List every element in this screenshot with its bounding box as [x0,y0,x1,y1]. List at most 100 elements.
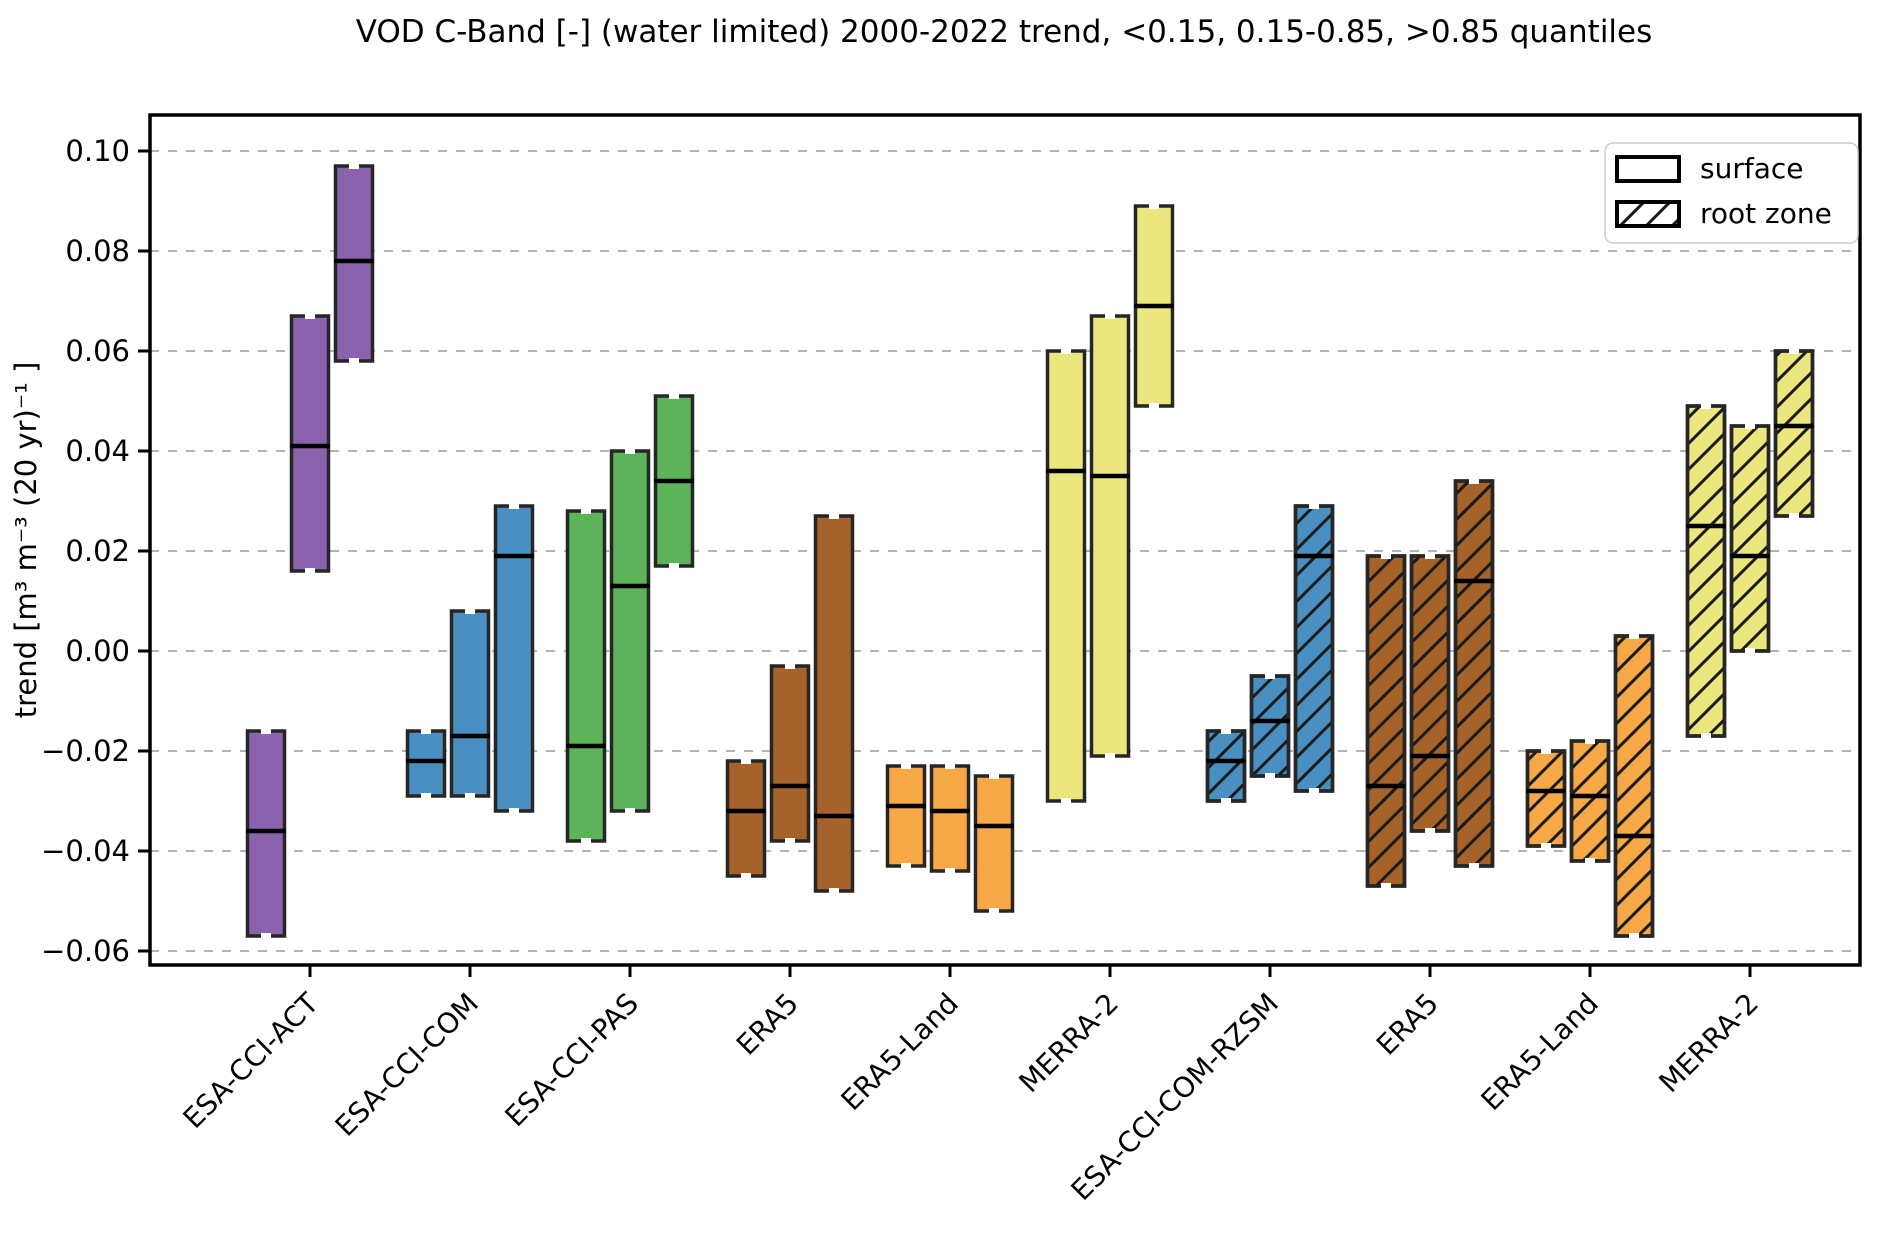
y-tick-label: 0.08 [65,234,130,268]
quantile-box-hatch [1525,749,1567,848]
legend-label: surface [1700,152,1803,185]
quantile-box [769,664,811,843]
x-tick-label: ERA5-Land [1475,987,1605,1117]
cap-notch [509,808,519,814]
quantile-box [449,609,491,798]
cap-notch [829,888,839,894]
cap-notch [785,663,795,669]
quantile-box [885,764,927,868]
x-tick-label: ESA-CCI-COM [329,987,485,1143]
cap-notch [1789,513,1799,519]
cap-notch [785,838,795,844]
cap-notch [1541,748,1551,754]
quantile-box [1045,349,1087,803]
cap-notch [625,448,635,454]
cap-notch [829,513,839,519]
y-tick-label: −0.02 [41,734,130,768]
quantile-box-hatch [1685,404,1727,738]
cap-notch [741,873,751,879]
y-tick-label: −0.06 [41,934,130,968]
cap-notch [741,758,751,764]
quantile-box-hatch [1453,479,1495,868]
x-tick-label: ESA-CCI-PAS [498,987,644,1133]
quantile-box-hatch [1729,424,1771,653]
cap-notch [989,773,999,779]
legend-label: root zone [1700,197,1832,230]
quantile-box [289,314,331,573]
cap-notch [1381,553,1391,559]
x-tick-label: ERA5 [730,987,805,1062]
cap-notch [1265,673,1275,679]
cap-notch [1585,738,1595,744]
cap-notch [1745,423,1755,429]
cap-notch [1381,883,1391,889]
quantile-box [565,509,607,843]
cap-notch [945,763,955,769]
cap-notch [1701,403,1711,409]
cap-notch [1061,798,1071,804]
cap-notch [1789,348,1799,354]
quantile-box-hatch [1249,674,1291,778]
cap-notch [421,793,431,799]
cap-notch [349,163,359,169]
quantile-box [1089,314,1131,758]
cap-notch [581,838,591,844]
cap-notch [1629,933,1639,939]
y-tick-label: 0.10 [65,134,130,168]
cap-notch [669,393,679,399]
cap-notch [1309,788,1319,794]
cap-notch [989,908,999,914]
x-tick-label: MERRA-2 [1012,987,1124,1099]
quantile-box-hatch [1613,634,1655,938]
chart-title: VOD C-Band [-] (water limited) 2000-2022… [356,14,1653,50]
cap-notch [509,503,519,509]
quantile-box [333,164,375,363]
quantile-box-hatch [1293,504,1335,793]
cap-notch [1149,403,1159,409]
quantile-box [929,764,971,873]
cap-notch [1221,728,1231,734]
quantile-box-hatch [1569,739,1611,863]
quantile-box [973,774,1015,913]
cap-notch [901,763,911,769]
x-tick-label: ESA-CCI-ACT [177,986,326,1135]
y-tick-label: 0.06 [65,334,130,368]
cap-notch [305,313,315,319]
quantile-box-hatch [1365,554,1407,888]
cap-notch [349,358,359,364]
quantile-box [405,729,447,798]
cap-notch [305,568,315,574]
cap-notch [465,793,475,799]
quantile-box [245,729,287,938]
quantile-box [813,514,855,893]
cap-notch [581,508,591,514]
quantile-box [493,504,535,813]
x-tick-label: ERA5 [1370,987,1445,1062]
cap-notch [669,563,679,569]
cap-notch [901,863,911,869]
plot-frame [148,113,1862,967]
quantile-box-hatch [1409,554,1451,833]
cap-notch [1425,828,1435,834]
cap-notch [1629,633,1639,639]
cap-notch [1149,203,1159,209]
y-tick-label: 0.04 [65,434,130,468]
cap-notch [1585,858,1595,864]
legend: surface root zone [1604,142,1859,244]
cap-notch [261,728,271,734]
legend-swatch-root-zone [1615,200,1681,228]
cap-notch [945,868,955,874]
cap-notch [1701,733,1711,739]
cap-notch [1469,863,1479,869]
cap-notch [261,933,271,939]
cap-notch [421,728,431,734]
plot-area [245,163,1815,939]
quantile-box-hatch [1773,349,1815,518]
cap-notch [1265,773,1275,779]
cap-notch [1425,553,1435,559]
cap-notch [1309,503,1319,509]
cap-notch [1221,798,1231,804]
cap-notch [625,808,635,814]
cap-notch [1061,348,1071,354]
